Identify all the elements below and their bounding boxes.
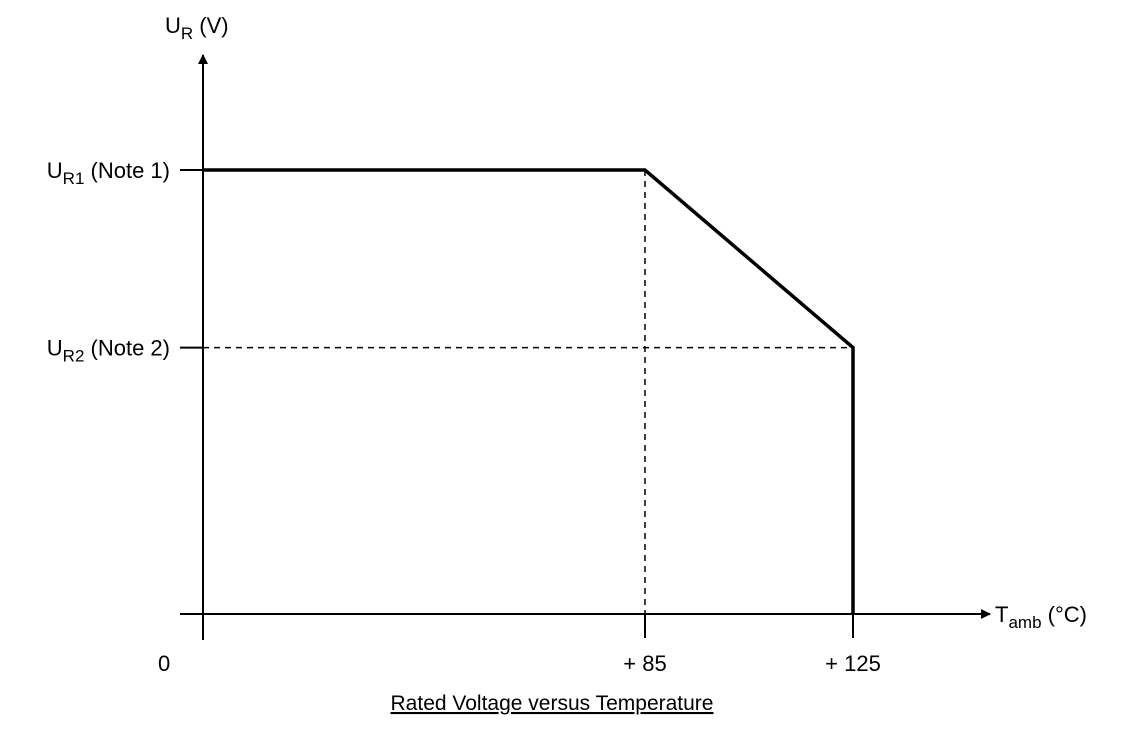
- guide-lines-group: [203, 170, 853, 614]
- y-level-label-UR2: UR2 (Note 2): [47, 336, 170, 366]
- chart-title: Rated Voltage versus Temperature: [391, 692, 714, 715]
- x-axis-title-unit: (°C): [1042, 602, 1087, 627]
- x-tick-label-125: + 125: [825, 651, 881, 676]
- y-levels-group: UR1 (Note 1) UR2 (Note 2): [47, 158, 203, 366]
- x-tick-label-85: + 85: [623, 651, 666, 676]
- x-axis-title-main: T: [995, 602, 1008, 627]
- x-axis-title: Tamb (°C): [995, 602, 1087, 632]
- series-line-0: [203, 168, 855, 614]
- x-origin-label: 0: [158, 651, 170, 676]
- y-axis-title-unit: (V): [193, 13, 228, 38]
- x-axis-title-sub: amb: [1008, 613, 1041, 632]
- y-axis-title: UR (V): [165, 13, 229, 43]
- y-level-label-UR1: UR1 (Note 1): [47, 158, 170, 188]
- series-group: [203, 168, 855, 614]
- y-axis-title-sub: R: [181, 24, 193, 43]
- ticks-group: + 85 + 125: [623, 614, 881, 676]
- y-axis-title-main: U: [165, 13, 181, 38]
